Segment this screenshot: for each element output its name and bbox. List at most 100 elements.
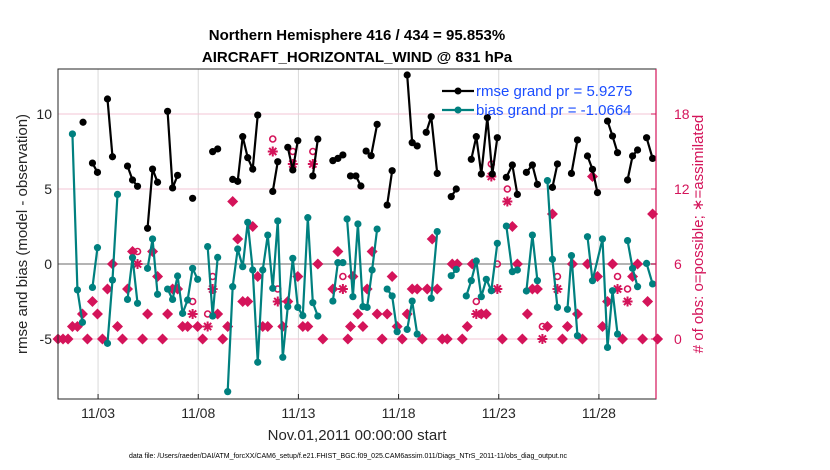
- bias-point: [472, 257, 480, 265]
- rmse-point: [367, 152, 375, 160]
- bias-point: [349, 293, 357, 301]
- bias-point: [204, 243, 212, 251]
- bias-point: [299, 312, 307, 320]
- obs-marker-both: [347, 271, 359, 282]
- bias-point: [567, 252, 576, 260]
- obs-marker-both: [516, 333, 528, 345]
- bias-point: [113, 190, 122, 198]
- bias-point: [289, 254, 297, 262]
- right-tick-label: 18: [674, 106, 690, 122]
- rmse-point: [254, 111, 262, 119]
- bias-point: [452, 265, 460, 273]
- bias-point: [563, 305, 572, 313]
- bias-point: [73, 286, 82, 294]
- rmse-point: [346, 172, 355, 180]
- rmse-point: [269, 187, 277, 195]
- obs-marker-both: [86, 296, 98, 307]
- y-tick-label: 10: [36, 106, 52, 122]
- rmse-point: [373, 120, 381, 128]
- rmse-point: [413, 142, 421, 150]
- rmse-point: [234, 177, 242, 185]
- obs-marker-both: [81, 333, 93, 345]
- rmse-point: [214, 145, 222, 153]
- bias-point: [78, 318, 87, 326]
- rmse-line-segment: [406, 74, 418, 147]
- bias-point: [194, 275, 202, 283]
- bias-point: [642, 259, 651, 267]
- rmse-series: [79, 71, 657, 232]
- bias-point: [628, 264, 637, 272]
- rmse-point: [189, 194, 197, 202]
- rmse-point: [249, 165, 257, 173]
- x-tick-label: 11/28: [582, 405, 616, 421]
- bias-point: [533, 277, 542, 285]
- bias-point: [123, 295, 132, 303]
- obs-assimilated-marker: [307, 159, 318, 169]
- bias-point: [513, 266, 521, 274]
- rmse-line-segment: [271, 161, 279, 192]
- rmse-line-segment: [311, 138, 319, 177]
- bias-point: [279, 353, 287, 361]
- rmse-point: [553, 160, 562, 168]
- rmse-point: [433, 169, 441, 177]
- bias-series: [68, 130, 657, 396]
- bias-point: [163, 285, 172, 293]
- rmse-point: [508, 161, 516, 169]
- obs-marker-both: [317, 333, 329, 345]
- bias-point: [179, 309, 187, 317]
- obs-assimilated-marker: [612, 284, 623, 294]
- rmse-point: [628, 152, 637, 160]
- legend-bias-marker: [454, 106, 462, 114]
- bias-point: [229, 283, 237, 291]
- rmse-point: [642, 134, 651, 142]
- bias-point: [244, 218, 252, 226]
- rmse-point: [128, 176, 137, 184]
- bias-point: [548, 255, 557, 263]
- rmse-point: [522, 168, 530, 176]
- bias-point: [553, 303, 562, 311]
- obs-marker-both: [344, 321, 356, 332]
- rmse-point: [488, 170, 496, 178]
- legend-rmse-marker: [454, 87, 462, 95]
- rmse-point: [314, 135, 322, 143]
- obs-marker-both: [381, 308, 393, 320]
- rmse-line-segment: [586, 155, 599, 193]
- obs-marker-both: [521, 308, 533, 320]
- obs-marker-both: [91, 308, 103, 320]
- bias-point: [174, 272, 182, 280]
- rmse-point: [174, 171, 182, 179]
- rmse-point: [294, 137, 302, 145]
- rmse-point: [633, 146, 642, 154]
- rmse-point: [583, 152, 592, 160]
- rmse-point: [447, 193, 455, 201]
- bias-point: [403, 325, 411, 333]
- bias-point: [393, 328, 401, 336]
- bias-point: [603, 343, 612, 351]
- obs-marker-both: [371, 308, 383, 320]
- rmse-point: [284, 143, 292, 151]
- bias-point: [329, 297, 337, 305]
- rmse-point: [613, 149, 622, 157]
- bias-point: [133, 299, 142, 307]
- rmse-point: [533, 180, 542, 188]
- rmse-point: [427, 113, 435, 121]
- bias-point: [314, 312, 322, 320]
- obs-assimilated-marker: [502, 196, 513, 207]
- y-axis-ticks: -5 0 5 10: [36, 106, 52, 347]
- rmse-point: [163, 107, 172, 115]
- obs-marker-both: [411, 283, 423, 295]
- obs-marker-both: [122, 283, 134, 295]
- obs-marker-both: [117, 333, 129, 345]
- obs-marker-both: [357, 321, 369, 332]
- rmse-point: [339, 151, 347, 159]
- rmse-line-segment: [146, 168, 159, 229]
- rmse-point: [648, 154, 657, 162]
- obs-marker-both: [376, 333, 388, 345]
- rmse-point: [148, 165, 157, 173]
- rmse-point: [133, 182, 142, 190]
- rmse-point: [593, 189, 602, 197]
- bias-point: [477, 293, 485, 301]
- obs-marker-both: [302, 321, 314, 332]
- rmse-point: [383, 201, 391, 209]
- rmse-point: [603, 117, 612, 125]
